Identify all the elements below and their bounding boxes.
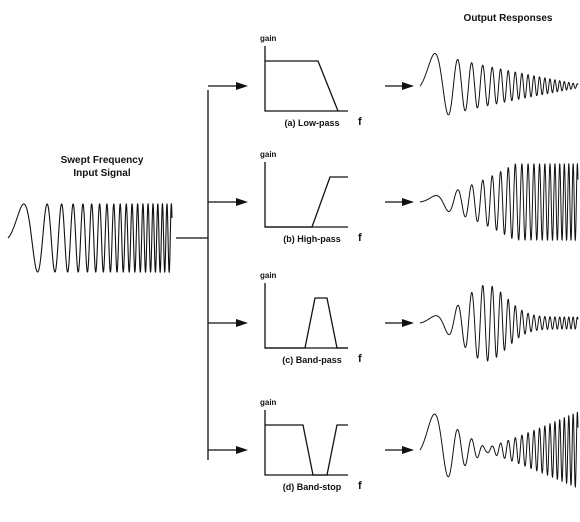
output-waveform	[419, 284, 579, 362]
gain-axis-label: gain	[260, 34, 277, 43]
output-title: Output Responses	[464, 13, 553, 24]
output-waveform	[419, 53, 579, 116]
branch-arrowhead	[236, 82, 248, 90]
input-title-line2: Input Signal	[73, 168, 130, 179]
filter-row-bandpass: gain f (c) Band-pass	[208, 271, 579, 365]
output-arrowhead	[402, 198, 414, 206]
frequency-response-curve	[265, 424, 348, 476]
frequency-axis-label: f	[358, 116, 362, 128]
gain-axis-label: gain	[260, 150, 277, 159]
branch-arrowhead	[236, 198, 248, 206]
branch-arrowhead	[236, 319, 248, 327]
branch-connector	[176, 90, 209, 460]
output-arrowhead	[402, 319, 414, 327]
filter-row-lowpass: gain f (a) Low-pass	[208, 34, 579, 128]
response-axes	[264, 162, 348, 228]
input-swept-signal	[7, 202, 173, 274]
frequency-axis-label: f	[358, 232, 362, 244]
frequency-axis-label: f	[358, 480, 362, 492]
branch-arrowhead	[236, 446, 248, 454]
filter-caption: (c) Band-pass	[282, 355, 342, 365]
frequency-response-curve	[265, 176, 348, 228]
filter-caption: (b) High-pass	[283, 234, 341, 244]
frequency-response-curve	[265, 60, 339, 112]
frequency-response-curve	[265, 297, 348, 349]
gain-axis-label: gain	[260, 271, 277, 280]
input-title-line1: Swept Frequency	[61, 155, 144, 166]
response-axes	[264, 46, 348, 112]
filter-caption: (a) Low-pass	[284, 118, 339, 128]
gain-axis-label: gain	[260, 398, 277, 407]
filter-caption: (d) Band-stop	[283, 482, 342, 492]
filter-row-highpass: gain f (b) High-pass	[208, 150, 579, 244]
output-waveform	[419, 411, 579, 489]
output-arrowhead	[402, 82, 414, 90]
frequency-axis-label: f	[358, 353, 362, 365]
filter-row-bandstop: gain f (d) Band-stop	[208, 398, 579, 492]
output-waveform	[419, 162, 579, 242]
output-arrowhead	[402, 446, 414, 454]
